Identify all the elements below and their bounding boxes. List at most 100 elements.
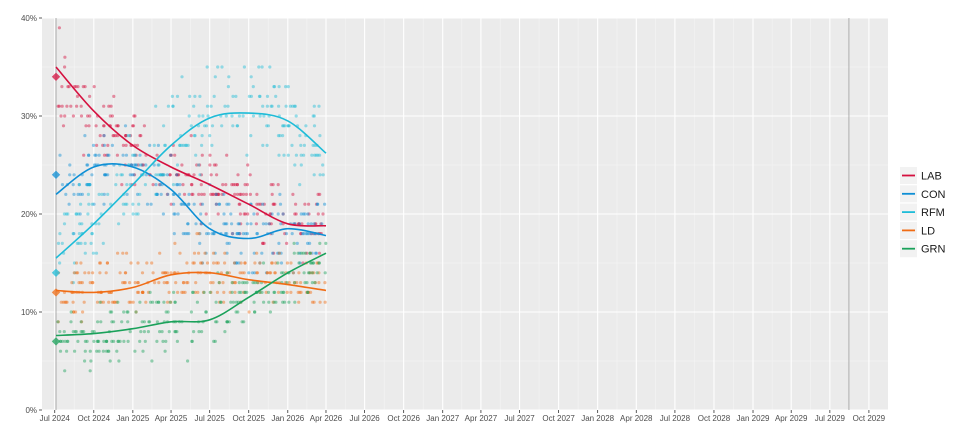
poll-point: [233, 290, 237, 294]
poll-point: [101, 143, 105, 147]
poll-point: [110, 320, 114, 324]
poll-point: [158, 183, 162, 187]
poll-point: [245, 222, 249, 226]
poll-point: [176, 173, 180, 177]
poll-point: [77, 241, 81, 245]
poll-point: [76, 271, 80, 275]
poll-point: [126, 310, 130, 314]
poll-point: [133, 281, 137, 285]
poll-point: [98, 300, 102, 304]
poll-point: [272, 251, 276, 255]
poll-point: [124, 134, 128, 138]
poll-point: [229, 300, 233, 304]
poll-point: [272, 300, 276, 304]
poll-point: [281, 212, 285, 216]
poll-point: [321, 212, 325, 216]
poll-point: [172, 290, 176, 294]
poll-point: [186, 143, 190, 147]
poll-point: [77, 183, 81, 187]
poll-point: [279, 222, 283, 226]
poll-point: [234, 300, 238, 304]
poll-point: [230, 281, 234, 285]
legend-item-lab: LAB: [900, 167, 942, 184]
poll-point: [75, 271, 79, 275]
poll-point: [102, 192, 106, 196]
poll-point: [217, 202, 221, 206]
poll-point: [116, 251, 120, 255]
poll-point: [79, 281, 83, 285]
poll-point: [157, 163, 161, 167]
poll-point: [171, 192, 175, 196]
poll-point: [105, 153, 109, 157]
poll-point: [104, 349, 109, 353]
poll-point: [159, 192, 163, 196]
poll-point: [92, 202, 96, 206]
poll-point: [186, 222, 190, 226]
poll-point: [76, 212, 80, 216]
poll-point: [141, 290, 145, 294]
poll-point: [319, 222, 323, 226]
poll-point: [270, 261, 274, 265]
poll-point: [97, 192, 101, 196]
poll-point: [293, 212, 297, 216]
poll-point: [239, 261, 243, 265]
poll-point: [197, 330, 201, 334]
poll-point: [168, 173, 172, 177]
poll-point: [109, 104, 113, 108]
x-tick-label: Jul 2028: [660, 414, 691, 423]
poll-point: [244, 232, 248, 236]
poll-point: [279, 251, 283, 255]
poll-point: [209, 192, 213, 196]
poll-point: [225, 251, 229, 255]
poll-point: [314, 251, 318, 255]
poll-point: [216, 212, 220, 216]
poll-point: [255, 232, 259, 236]
poll-point: [122, 281, 126, 285]
poll-point: [262, 202, 266, 206]
poll-point: [236, 310, 240, 314]
poll-point: [249, 222, 253, 226]
poll-point: [258, 261, 262, 265]
poll-point: [264, 271, 269, 275]
poll-point: [74, 212, 78, 216]
poll-point: [293, 104, 297, 108]
poll-point: [61, 339, 65, 343]
poll-point: [71, 330, 75, 334]
poll-point: [304, 232, 308, 236]
poll-point: [96, 320, 100, 324]
poll-point: [296, 251, 300, 255]
poll-point: [252, 251, 256, 255]
poll-point: [303, 251, 307, 255]
poll-point: [306, 222, 310, 226]
poll-point: [312, 114, 316, 118]
poll-point: [133, 153, 137, 157]
poll-point: [148, 320, 152, 324]
poll-point: [58, 232, 62, 236]
poll-point: [88, 183, 92, 187]
poll-point: [107, 300, 111, 304]
poll-point: [239, 290, 243, 294]
poll-point: [278, 134, 282, 138]
poll-point: [261, 241, 265, 245]
poll-point: [224, 183, 228, 187]
poll-point: [297, 222, 301, 226]
poll-point: [88, 94, 92, 98]
poll-point: [305, 290, 309, 294]
poll-point: [308, 271, 312, 275]
poll-point: [208, 134, 212, 138]
poll-point: [225, 320, 229, 324]
poll-point: [261, 261, 266, 265]
poll-point: [121, 251, 125, 255]
poll-point: [285, 290, 289, 294]
poll-point: [96, 339, 100, 343]
poll-point: [61, 300, 65, 304]
poll-point: [134, 212, 138, 216]
poll-point: [76, 192, 80, 196]
poll-point: [172, 202, 176, 206]
poll-point: [185, 232, 189, 236]
poll-point: [199, 183, 203, 187]
poll-point: [286, 85, 290, 89]
poll-point: [277, 251, 281, 255]
poll-point: [243, 261, 247, 265]
poll-point: [231, 300, 235, 304]
